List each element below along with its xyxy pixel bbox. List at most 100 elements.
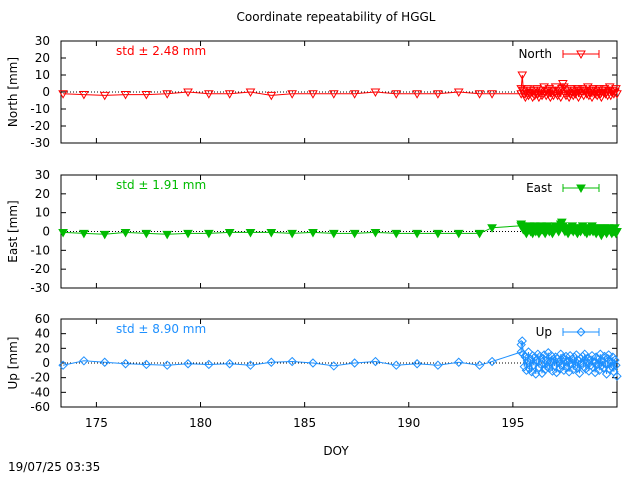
data-point (349, 229, 360, 239)
std-annotation: std ± 8.90 mm (116, 322, 206, 336)
y-tick-label: 20 (35, 341, 50, 355)
y-tick-label: -40 (30, 385, 50, 399)
data-point (58, 360, 68, 370)
data-point (328, 229, 339, 239)
data-point (540, 364, 550, 375)
y-tick-label: 40 (35, 327, 50, 341)
data-point (612, 371, 622, 381)
data-point (183, 88, 193, 98)
data-point (287, 229, 298, 239)
data-point (610, 88, 620, 98)
data-point (203, 229, 214, 239)
data-point (574, 368, 585, 378)
data-point (487, 90, 497, 99)
data-point (433, 229, 443, 239)
data-point (58, 90, 68, 99)
data-point (308, 358, 318, 368)
data-point (536, 359, 546, 370)
data-point (120, 359, 131, 369)
data-point (79, 229, 89, 239)
x-tick-label: 180 (189, 416, 212, 430)
data-point (224, 359, 235, 369)
data-point (162, 230, 173, 240)
data-point (245, 88, 256, 98)
x-tick-label: 195 (501, 416, 524, 430)
data-point (266, 91, 277, 101)
data-point (608, 352, 618, 362)
data-point (349, 90, 360, 99)
data-point (525, 354, 536, 365)
data-point (391, 90, 402, 99)
std-annotation: std ± 2.48 mm (116, 44, 206, 58)
data-point (329, 361, 339, 371)
y-axis-label: Up [mm] (6, 337, 20, 390)
data-point (568, 364, 578, 375)
data-point (391, 360, 401, 370)
data-point (576, 358, 587, 368)
y-tick-label: -20 (30, 119, 50, 133)
data-point (162, 360, 172, 370)
y-tick-label: -30 (30, 281, 50, 295)
data-point (607, 361, 617, 372)
legend-label: North (518, 47, 552, 61)
data-point (474, 360, 485, 370)
data-point (245, 228, 256, 238)
data-point (391, 229, 402, 239)
data-point (100, 357, 110, 367)
data-point (453, 229, 464, 239)
x-tick-label: 175 (85, 416, 108, 430)
data-point (183, 229, 193, 239)
data-point (537, 368, 547, 378)
data-point (517, 336, 527, 346)
panel-east: -30 -20 -10 0 10 20 30 East [mm] std ± 1.91 mm Ea… (6, 168, 622, 295)
std-annotation: std ± 1.91 mm (116, 178, 206, 192)
legend-label: Up (536, 325, 552, 339)
legend-label: East (526, 181, 552, 195)
y-tick-label: 30 (35, 168, 50, 182)
data-point (474, 229, 485, 239)
data-point (433, 90, 443, 99)
data-point (203, 90, 214, 99)
data-point (99, 230, 110, 240)
data-point (564, 93, 574, 103)
data-point (412, 90, 422, 99)
data-point (224, 90, 235, 99)
data-point (224, 228, 235, 238)
data-point (58, 228, 68, 238)
data-point (527, 93, 538, 103)
data-point (287, 90, 298, 99)
data-point (559, 365, 569, 376)
data-point (287, 356, 297, 367)
data-point (538, 90, 548, 99)
data-point (590, 367, 600, 378)
y-tick-label: 0 (42, 225, 50, 239)
data-point (588, 362, 598, 373)
data-point (596, 93, 607, 103)
data-point (308, 228, 318, 238)
data-point (530, 352, 540, 362)
data-point (141, 91, 152, 100)
data-point (521, 365, 532, 376)
data-point (612, 90, 622, 99)
y-tick-label: -10 (30, 243, 50, 257)
data-point (266, 228, 277, 238)
data-point (517, 71, 528, 81)
y-tick-label: 10 (35, 68, 50, 82)
data-point (79, 91, 89, 100)
data-point (584, 91, 594, 101)
data-point (370, 228, 381, 238)
data-point (577, 351, 588, 362)
data-point (534, 362, 544, 373)
data-point (611, 85, 621, 94)
data-point (245, 360, 256, 370)
data-point (561, 351, 571, 362)
data-point (593, 88, 604, 98)
data-point (564, 367, 574, 377)
data-point (120, 91, 131, 100)
y-tick-label: 10 (35, 206, 50, 220)
data-point (522, 356, 533, 366)
data-point (412, 359, 422, 369)
data-point (370, 356, 381, 367)
data-point (328, 90, 339, 99)
data-point (433, 360, 443, 370)
